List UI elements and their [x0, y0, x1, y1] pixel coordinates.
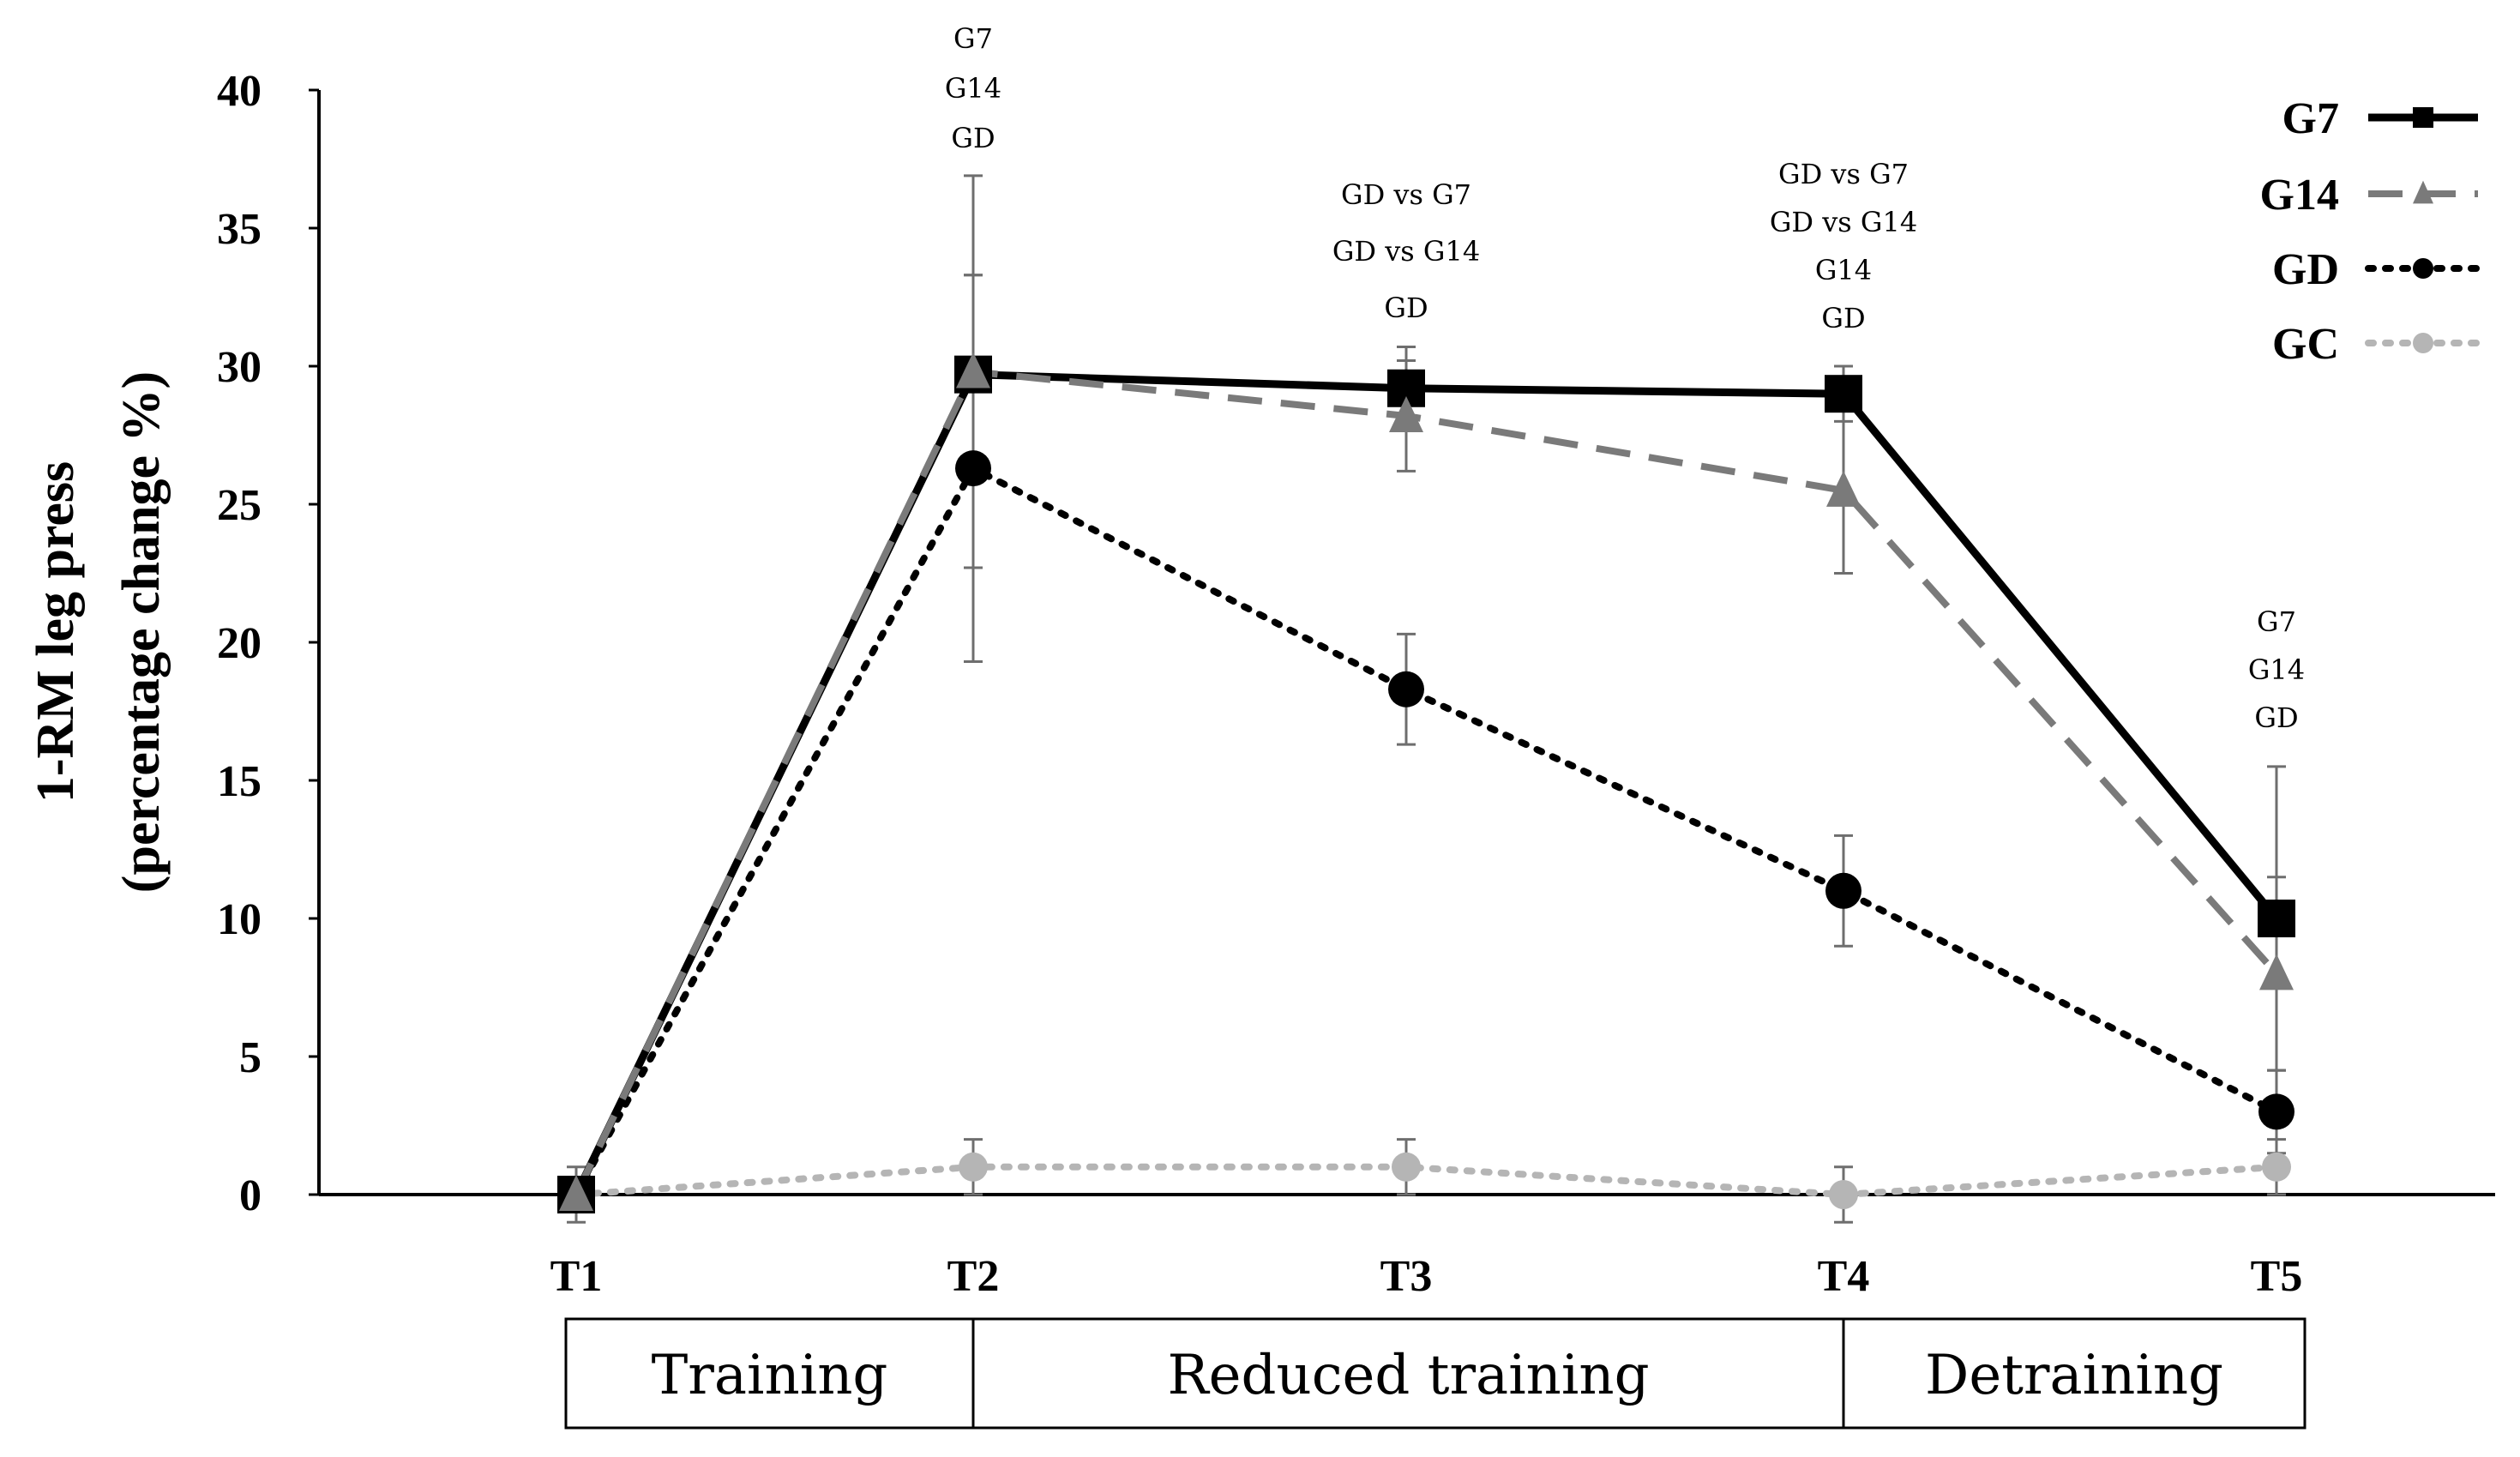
legend-swatch-marker [2413, 258, 2433, 279]
significance-label: GD [1384, 292, 1428, 324]
legend-swatch-marker [2413, 180, 2433, 204]
series-line-gc [573, 1163, 2280, 1198]
series-markers [557, 352, 2295, 1213]
significance-label: GD vs G14 [1332, 235, 1480, 268]
y-tick-label: 5 [239, 1033, 262, 1082]
significance-label: GD [2254, 701, 2298, 734]
significance-label: G14 [1815, 254, 1872, 286]
x-tick-label: T3 [1380, 1252, 1433, 1301]
significance-label: G7 [953, 22, 993, 55]
legend-label: G7 [2282, 94, 2339, 143]
legend-label: G14 [2260, 171, 2339, 220]
x-tick-label: T4 [1818, 1252, 1870, 1301]
y-ticks: 0 5 10 15 20 25 30 35 40 [217, 67, 319, 1220]
data-point-gc [1392, 1152, 1421, 1182]
significance-label: G7 [2257, 605, 2296, 638]
x-tick-label: T1 [550, 1252, 603, 1301]
significance-label: GD vs G14 [1770, 206, 1917, 238]
phase-box [1842, 1317, 2306, 1430]
data-point-gd [2258, 1093, 2294, 1130]
data-point-g7 [1825, 375, 1862, 413]
significance-label: GD vs G7 [1778, 158, 1909, 190]
significance-label: GD vs G7 [1341, 178, 1471, 211]
significance-label: GD [1821, 302, 1865, 334]
x-tick-label: T5 [2251, 1252, 2303, 1301]
legend: G7 G14 GD GC [2260, 94, 2481, 369]
y-tick-label: 40 [217, 67, 262, 116]
significance-label: GD [951, 122, 995, 154]
significance-annotations: G7 G14 GD GD vs G7 GD vs G14 GD GD vs G7 GD vs … [945, 22, 2305, 734]
legend-swatch-marker [2413, 333, 2433, 353]
x-tick-label: T2 [947, 1252, 1000, 1301]
y-tick-label: 25 [217, 481, 262, 530]
x-ticks: T1 T2 T3 T4 T5 [550, 1252, 2303, 1301]
data-point-gd [1388, 671, 1424, 707]
y-tick-label: 0 [239, 1171, 262, 1220]
legend-swatch-marker [2413, 107, 2433, 128]
y-tick-label: 30 [217, 343, 262, 392]
data-point-gc [1829, 1180, 1858, 1209]
data-point-gd [955, 450, 991, 487]
legend-label: GC [2272, 320, 2339, 369]
data-point-g14 [956, 352, 990, 388]
data-point-g14 [1826, 470, 1861, 507]
data-point-gd [1825, 872, 1861, 909]
significance-label: G14 [945, 72, 1001, 105]
y-tick-label: 20 [217, 619, 262, 668]
phase-label: Reduced training [1167, 1344, 1649, 1407]
series-line-g7 [572, 370, 2280, 1196]
data-point-g7 [2258, 900, 2295, 937]
phase-boxes: Training Reduced training Detraining [564, 1317, 2306, 1430]
y-axis-title-line2: (percentage change %) [112, 371, 171, 893]
series-line-gd [573, 465, 2280, 1198]
series-lines [572, 368, 2280, 1198]
phase-label: Detraining [1925, 1344, 2223, 1407]
significance-label: G14 [2248, 653, 2305, 686]
y-tick-label: 35 [217, 205, 262, 254]
data-point-g14 [2259, 954, 2294, 990]
data-point-gc [2262, 1152, 2291, 1182]
legend-label: GD [2272, 245, 2339, 294]
data-point-g14 [1389, 395, 1423, 432]
data-point-gc [959, 1152, 988, 1182]
series-line-g14 [573, 368, 2279, 1196]
data-point-g14 [559, 1175, 593, 1211]
y-axis-title-line1: 1-RM leg press [27, 461, 85, 803]
y-tick-label: 10 [217, 895, 262, 944]
y-tick-label: 15 [217, 757, 262, 806]
phase-label: Training [652, 1344, 888, 1407]
